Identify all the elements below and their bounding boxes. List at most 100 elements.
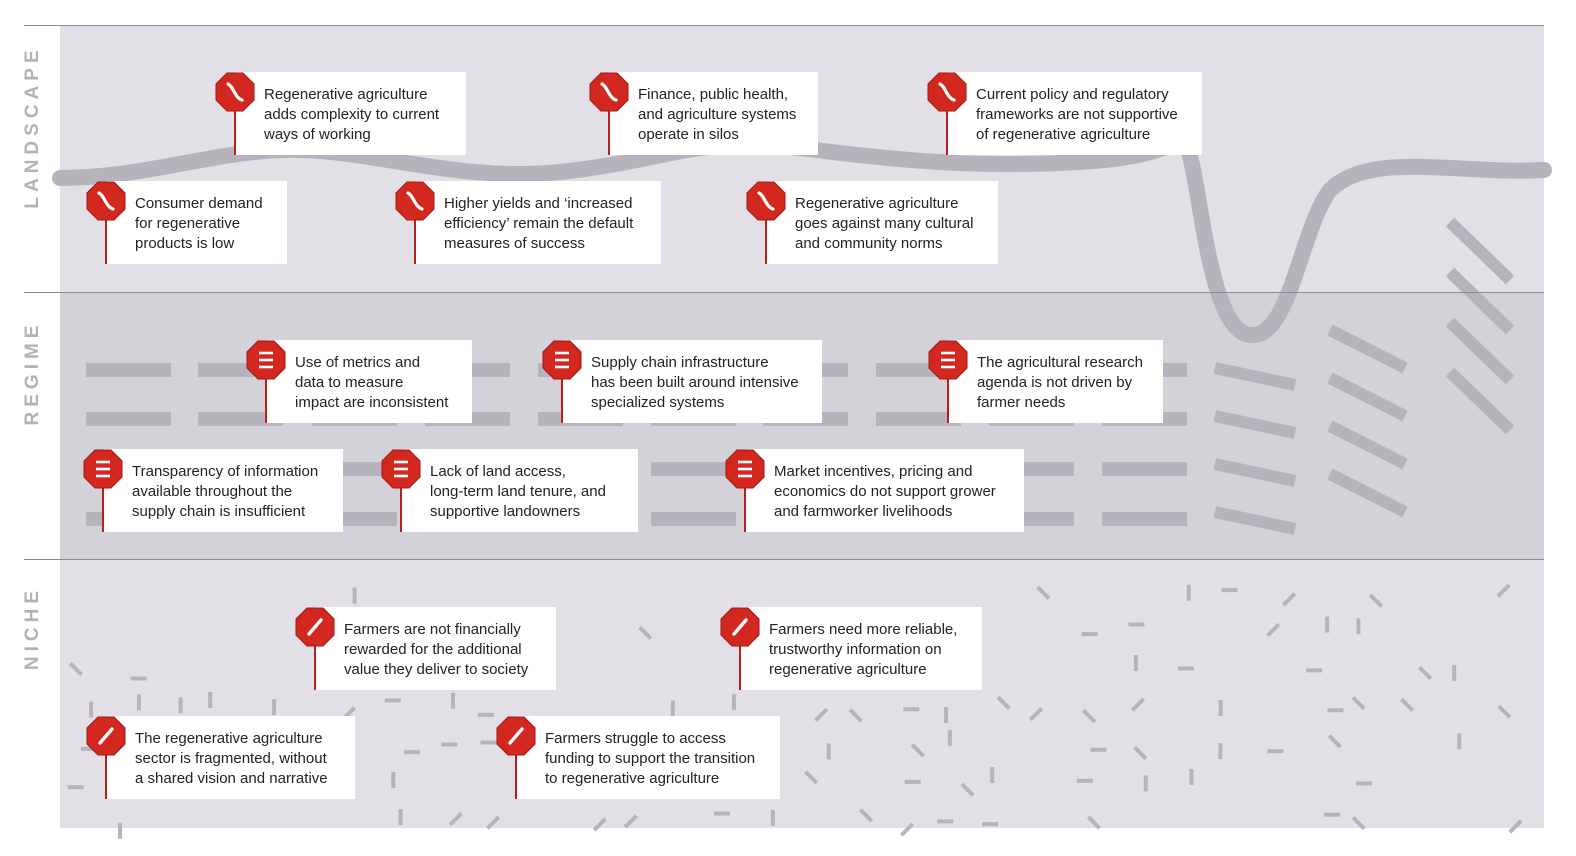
- niche-mark: [1497, 704, 1512, 719]
- slash-sign-icon: [720, 607, 760, 647]
- niche-mark: [1351, 816, 1366, 831]
- barrier-text: Finance, public health, and agriculture s…: [638, 86, 797, 143]
- niche-mark: [1368, 593, 1383, 608]
- barrier-text: Transparency of information available thr…: [132, 463, 319, 520]
- regime-dash-tilted: [1445, 267, 1515, 335]
- niche-mark: [1130, 697, 1145, 712]
- niche-mark: [814, 707, 829, 723]
- sign-pole: [314, 617, 316, 690]
- niche-barrier-card: [517, 716, 780, 799]
- barrier-text: The regenerative agriculture sector is fr…: [135, 730, 328, 787]
- niche-mark: [996, 695, 1011, 710]
- barrier-text: Use of metrics and data to measure impact …: [295, 354, 449, 411]
- landscape-barrier-card: [107, 181, 287, 264]
- barrier-text: Market incentives, pricing and economics …: [774, 463, 996, 520]
- sign-pole: [105, 726, 107, 799]
- niche-barrier-card: [107, 716, 355, 799]
- regime-dash-tilted: [1213, 458, 1297, 487]
- niche-mark: [1036, 585, 1051, 600]
- regime-label: REGIME: [22, 320, 43, 426]
- niche-mark: [803, 770, 819, 785]
- bars-sign-icon: [246, 340, 286, 380]
- landscape-regime-divider: [24, 292, 1544, 293]
- barrier-text: Supply chain infrastructure has been buil…: [591, 354, 799, 411]
- wave-sign-icon: [589, 72, 629, 112]
- niche-mark: [1029, 707, 1044, 722]
- landscape-barrier-card: [236, 72, 466, 155]
- niche-mark: [1351, 696, 1366, 711]
- niche-mark: [848, 708, 863, 723]
- niche-mark: [592, 817, 607, 832]
- sign-pole: [265, 350, 267, 423]
- barrier-text: Farmers need more reliable, trustworthy i…: [769, 621, 958, 678]
- sign-pole: [400, 459, 402, 532]
- sign-pole: [946, 82, 948, 155]
- niche-mark: [68, 661, 83, 677]
- niche-mark: [638, 625, 653, 641]
- niche-label: NICHE: [22, 585, 43, 671]
- landscape-barrier-card: [767, 181, 998, 264]
- niche-mark: [1327, 734, 1342, 749]
- wave-sign-icon: [927, 72, 967, 112]
- sign-pole: [947, 350, 949, 423]
- niche-mark: [960, 782, 975, 797]
- regime-barrier-card: [949, 340, 1163, 423]
- sign-pole: [744, 459, 746, 532]
- niche-barrier-card: [316, 607, 556, 690]
- niche-mark: [1418, 665, 1433, 681]
- niche-mark: [623, 814, 638, 829]
- niche-mark: [1086, 815, 1101, 830]
- slash-sign-icon: [86, 716, 126, 756]
- regime-dash-tilted: [1327, 372, 1408, 422]
- sign-pole: [234, 82, 236, 155]
- regime-dash-tilted: [1445, 367, 1515, 435]
- sign-pole: [561, 350, 563, 423]
- niche-mark: [448, 812, 463, 827]
- regime-barrier-card: [746, 449, 1024, 532]
- regime-barrier-card: [402, 449, 638, 532]
- landscape-barrier-card: [610, 72, 818, 155]
- bars-sign-icon: [83, 449, 123, 489]
- niche-mark: [1508, 819, 1523, 834]
- slash-sign-icon: [295, 607, 335, 647]
- barrier-text: Lack of land access, long-term land tenur…: [430, 463, 606, 520]
- niche-mark: [1266, 622, 1281, 638]
- niche-mark: [1282, 592, 1297, 607]
- wave-sign-icon: [395, 181, 435, 221]
- regime-dash-tilted: [1327, 468, 1408, 518]
- regime-dash-tilted: [1327, 324, 1408, 374]
- regime-dash-tilted: [1213, 362, 1297, 391]
- bars-sign-icon: [381, 449, 421, 489]
- niche-barrier-card: [741, 607, 982, 690]
- barrier-text: Regenerative agriculture adds complexity …: [264, 86, 440, 143]
- barrier-text: Farmers struggle to access funding to sup…: [545, 730, 756, 787]
- sign-pole: [765, 191, 767, 264]
- sign-pole: [102, 459, 104, 532]
- niche-mark: [910, 743, 925, 758]
- top-divider: [24, 25, 1544, 26]
- niche-mark: [485, 815, 501, 830]
- regime-dash-tilted: [1327, 420, 1408, 470]
- sign-pole: [515, 726, 517, 799]
- landscape-wave: [52, 134, 1552, 343]
- sign-pole: [739, 617, 741, 690]
- regime-dash-tilted: [1445, 217, 1515, 285]
- wave-sign-icon: [746, 181, 786, 221]
- barrier-text: Current policy and regulatory frameworks …: [976, 86, 1178, 143]
- niche-mark: [899, 822, 915, 837]
- regime-barrier-card: [267, 340, 472, 423]
- niche-mark: [1400, 697, 1415, 712]
- slash-sign-icon: [496, 716, 536, 756]
- regime-barrier-card: [104, 449, 343, 532]
- bars-sign-icon: [542, 340, 582, 380]
- barrier-text: Farmers are not financially rewarded for …: [344, 621, 529, 678]
- landscape-barrier-card: [948, 72, 1202, 155]
- landscape-label: LANDSCAPE: [22, 45, 43, 209]
- landscape-barrier-card: [416, 181, 661, 264]
- niche-mark: [1082, 709, 1097, 724]
- regime-niche-divider: [24, 559, 1544, 560]
- bars-sign-icon: [928, 340, 968, 380]
- niche-mark: [858, 808, 874, 823]
- wave-sign-icon: [86, 181, 126, 221]
- regime-barrier-card: [563, 340, 822, 423]
